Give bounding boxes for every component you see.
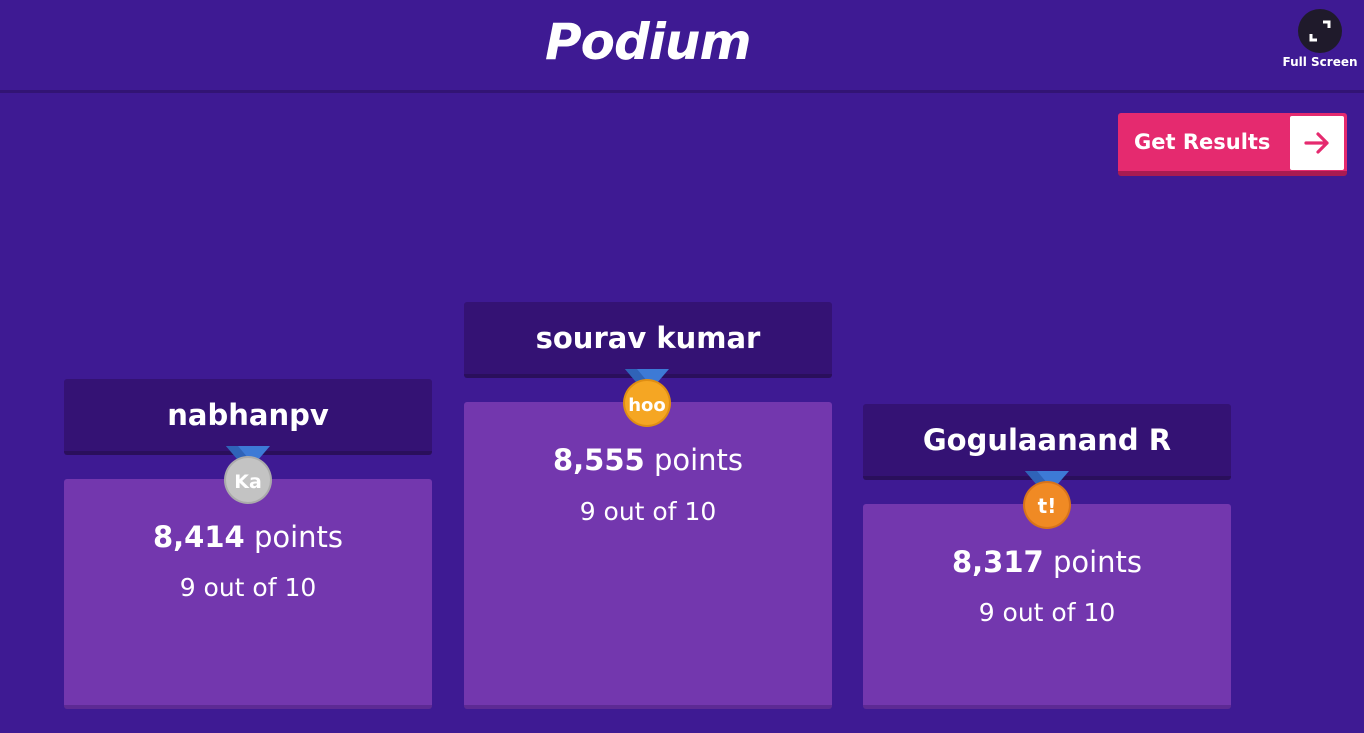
fullscreen-button[interactable]: Full Screen [1280, 8, 1360, 74]
podium-name-second: nabhanpv [64, 379, 432, 455]
get-results-button[interactable]: Get Results [1118, 113, 1347, 176]
arrow-right-icon[interactable] [1290, 116, 1344, 170]
podium-name-third: Gogulaanand R [863, 404, 1231, 480]
header-bar: Podium Full Screen [0, 0, 1364, 93]
points-third: 8,317 points [863, 542, 1231, 582]
bronze-medal-icon: t! [1021, 471, 1073, 533]
podium-block-second: 8,414 points 9 out of 10 [64, 479, 432, 709]
points-value-first: 8,555 [552, 443, 645, 477]
gold-medal-icon: hoo [621, 369, 673, 431]
score-second: 9 out of 10 [179, 573, 317, 602]
medal-label-first: hoo [628, 395, 666, 416]
points-second: 8,414 points [64, 517, 432, 557]
get-results-label[interactable]: Get Results [1134, 130, 1271, 154]
silver-medal-icon: Ka [222, 446, 274, 508]
medal-label-second: Ka [234, 471, 262, 493]
fullscreen-label[interactable]: Full Screen [1282, 55, 1358, 69]
points-unit-third: points [1052, 545, 1143, 579]
page-title: Podium [545, 13, 752, 71]
score-first: 9 out of 10 [579, 497, 717, 526]
podium-block-third: 8,317 points 9 out of 10 [863, 504, 1231, 709]
points-unit-first: points [653, 443, 744, 477]
score-third: 9 out of 10 [978, 598, 1116, 627]
points-value-second: 8,414 [152, 520, 245, 554]
points-first: 8,555 points [464, 440, 832, 480]
medal-label-third: t! [1038, 494, 1057, 518]
points-value-third: 8,317 [951, 545, 1044, 579]
podium-block-first: 8,555 points 9 out of 10 [464, 402, 832, 709]
podium-name-first: sourav kumar [464, 302, 832, 378]
fullscreen-icon[interactable] [1298, 9, 1342, 53]
points-unit-second: points [253, 520, 344, 554]
